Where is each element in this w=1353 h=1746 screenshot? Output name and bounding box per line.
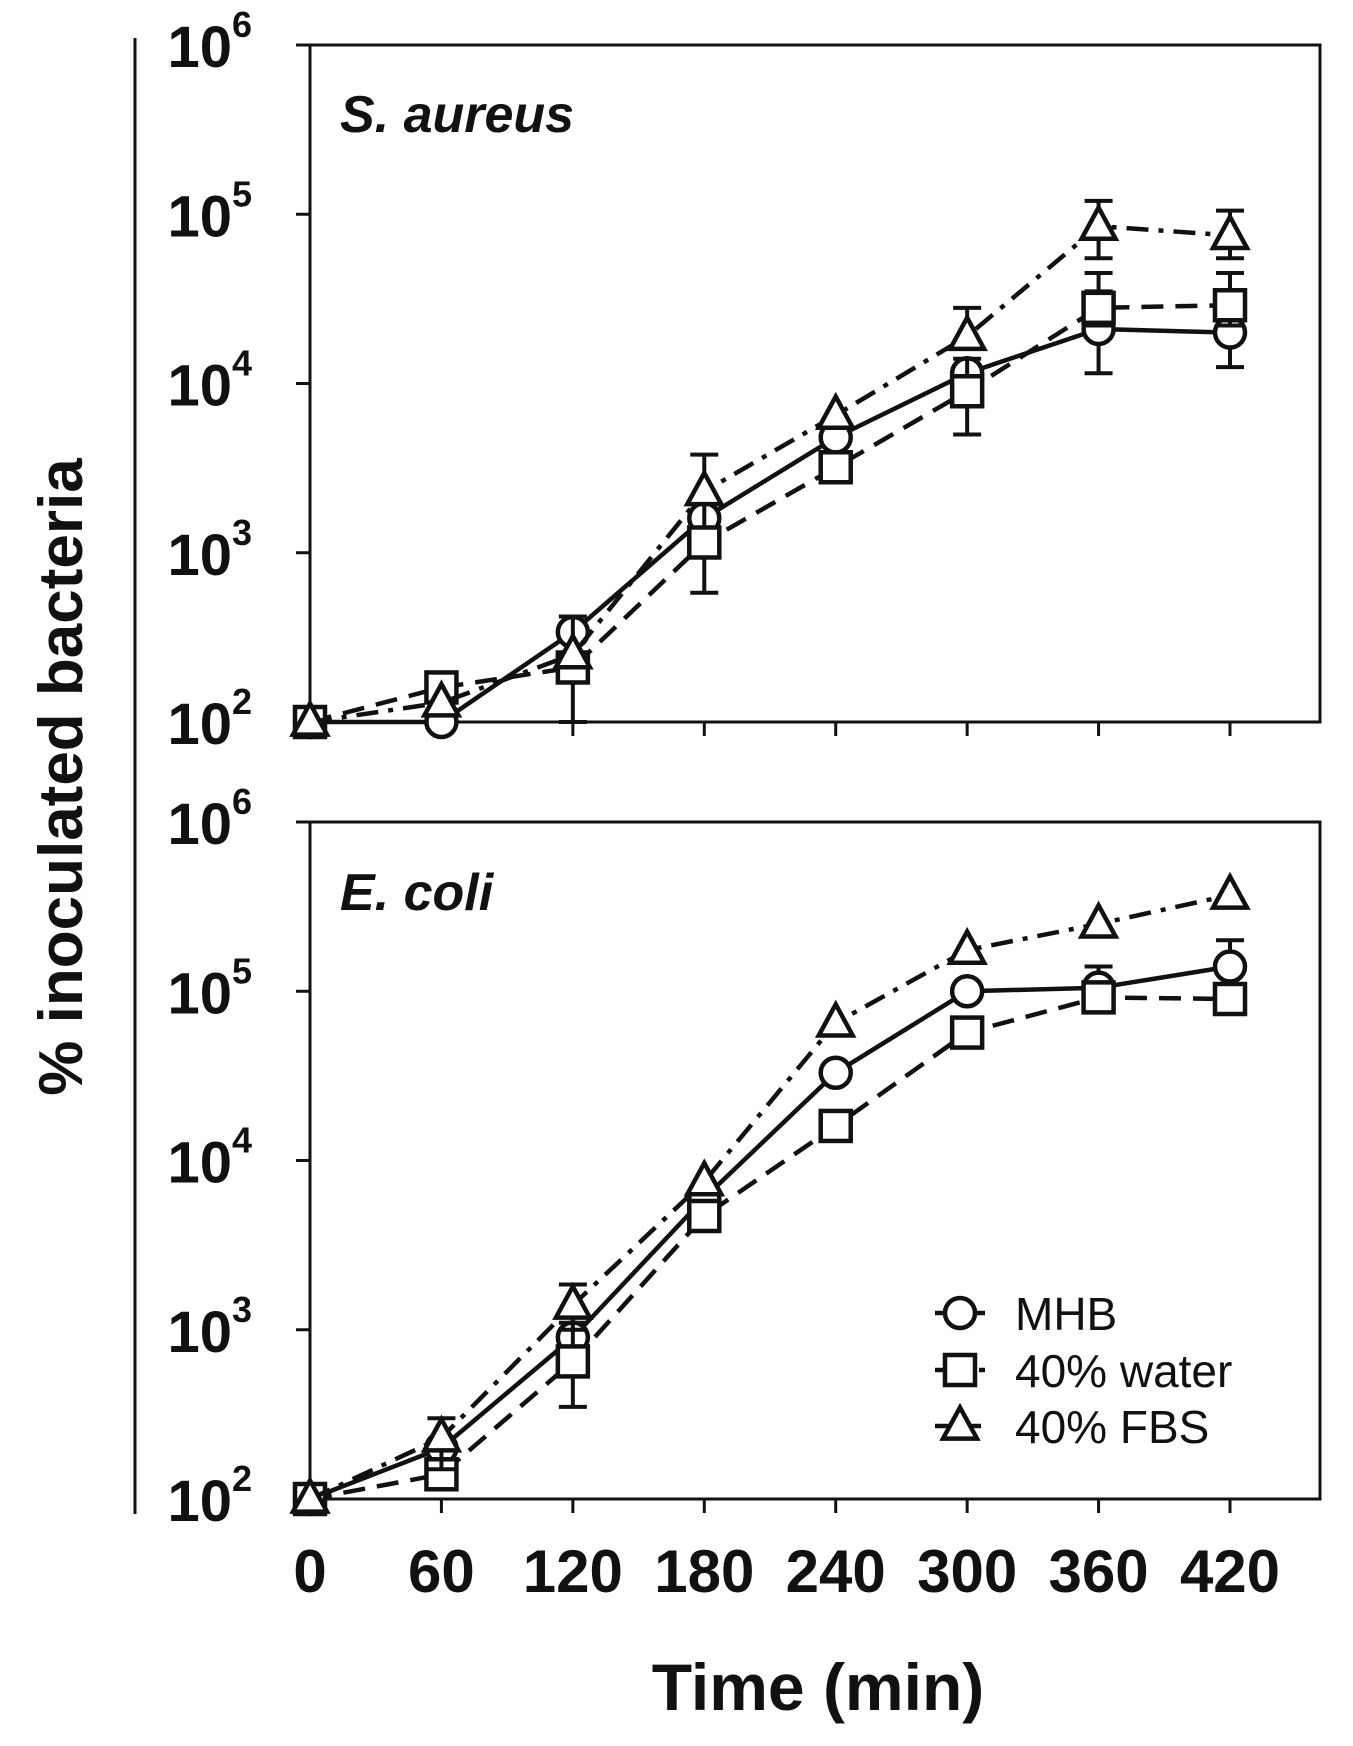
plot-frame <box>308 43 1322 724</box>
data-point <box>552 1281 594 1320</box>
data-point <box>949 974 985 1009</box>
data-point <box>946 926 988 965</box>
panel-title: E. coli <box>340 864 495 922</box>
x-tick-label: 60 <box>408 1538 475 1605</box>
x-tick-label: 360 <box>1049 1538 1149 1605</box>
data-point <box>420 679 463 718</box>
legend-marker <box>942 1295 978 1331</box>
data-point <box>818 1055 853 1090</box>
data-point <box>949 1015 985 1050</box>
data-point <box>949 373 985 409</box>
y-tick-label: 102 <box>167 681 252 757</box>
data-point <box>289 698 331 737</box>
data-point <box>814 391 857 431</box>
legend-entry-mhb: MHB <box>935 1288 1117 1340</box>
data-point <box>1209 212 1251 251</box>
data-point <box>1212 981 1248 1017</box>
x-tick-label: 180 <box>654 1538 754 1605</box>
x-axis-title: Time (min) <box>652 1650 984 1724</box>
data-point <box>1081 980 1116 1015</box>
data-point <box>1212 949 1248 984</box>
data-point <box>1209 871 1251 910</box>
panel-e-coli: 102 103 104 105 106 E. coli <box>167 781 1322 1534</box>
data-point <box>814 999 857 1038</box>
data-point <box>683 1158 726 1197</box>
legend-label: 40% FBS <box>1015 1401 1209 1453</box>
x-tick-label: 240 <box>786 1538 886 1605</box>
x-tick-label: 420 <box>1180 1538 1280 1605</box>
series-line <box>309 995 1231 1502</box>
series-40-fbs <box>289 871 1251 1514</box>
x-tick-label: 120 <box>523 1538 623 1605</box>
plot-frame <box>308 820 1322 1501</box>
legend-marker <box>942 1352 978 1388</box>
data-point <box>818 450 853 485</box>
data-point <box>1077 202 1120 242</box>
y-tick-label: 105 <box>167 950 252 1026</box>
data-point <box>946 313 988 352</box>
y-axis-title: % inoculated bacteria <box>27 458 96 1096</box>
x-tick-label: 300 <box>917 1538 1017 1605</box>
series-mhb <box>292 289 1248 740</box>
data-point <box>552 631 594 670</box>
data-point <box>1077 900 1120 939</box>
y-tick-label: 103 <box>167 1289 252 1365</box>
legend-label: MHB <box>1015 1288 1117 1340</box>
series-line <box>309 302 1231 725</box>
data-point <box>420 1414 463 1453</box>
x-tick-label: 0 <box>293 1538 326 1605</box>
series-40-fbs <box>289 198 1251 737</box>
legend-label: 40% water <box>1015 1345 1232 1397</box>
legend-marker <box>939 1402 981 1441</box>
series-line <box>310 326 1231 725</box>
y-tick-label: 106 <box>167 4 252 80</box>
x-axis-ticks: 0 60 120 180 240 300 360 420 <box>293 1538 1280 1605</box>
data-point <box>1212 287 1248 323</box>
y-tick-label: 106 <box>167 781 252 857</box>
series-line <box>309 892 1231 1502</box>
y-tick-label: 104 <box>167 343 252 419</box>
series-40-water <box>292 980 1248 1517</box>
legend-entry-40-fbs: 40% FBS <box>935 1401 1209 1453</box>
legend-entry-40-water: 40% water <box>935 1345 1232 1397</box>
panel-s-aureus: 102 103 104 105 106 S. aureus <box>167 4 1322 757</box>
data-point <box>818 1108 853 1144</box>
y-tick-label: 102 <box>167 1458 252 1534</box>
panel-title: S. aureus <box>340 86 574 144</box>
series-line <box>309 964 1231 1502</box>
data-point <box>687 1198 722 1234</box>
y-tick-label: 104 <box>167 1120 252 1196</box>
data-point <box>687 525 722 560</box>
y-tick-label: 103 <box>167 512 252 588</box>
data-point <box>683 468 726 507</box>
data-point <box>289 1475 331 1514</box>
series-line <box>309 223 1231 725</box>
data-point <box>1081 290 1116 326</box>
data-point <box>555 1344 591 1379</box>
y-tick-label: 105 <box>167 173 252 249</box>
